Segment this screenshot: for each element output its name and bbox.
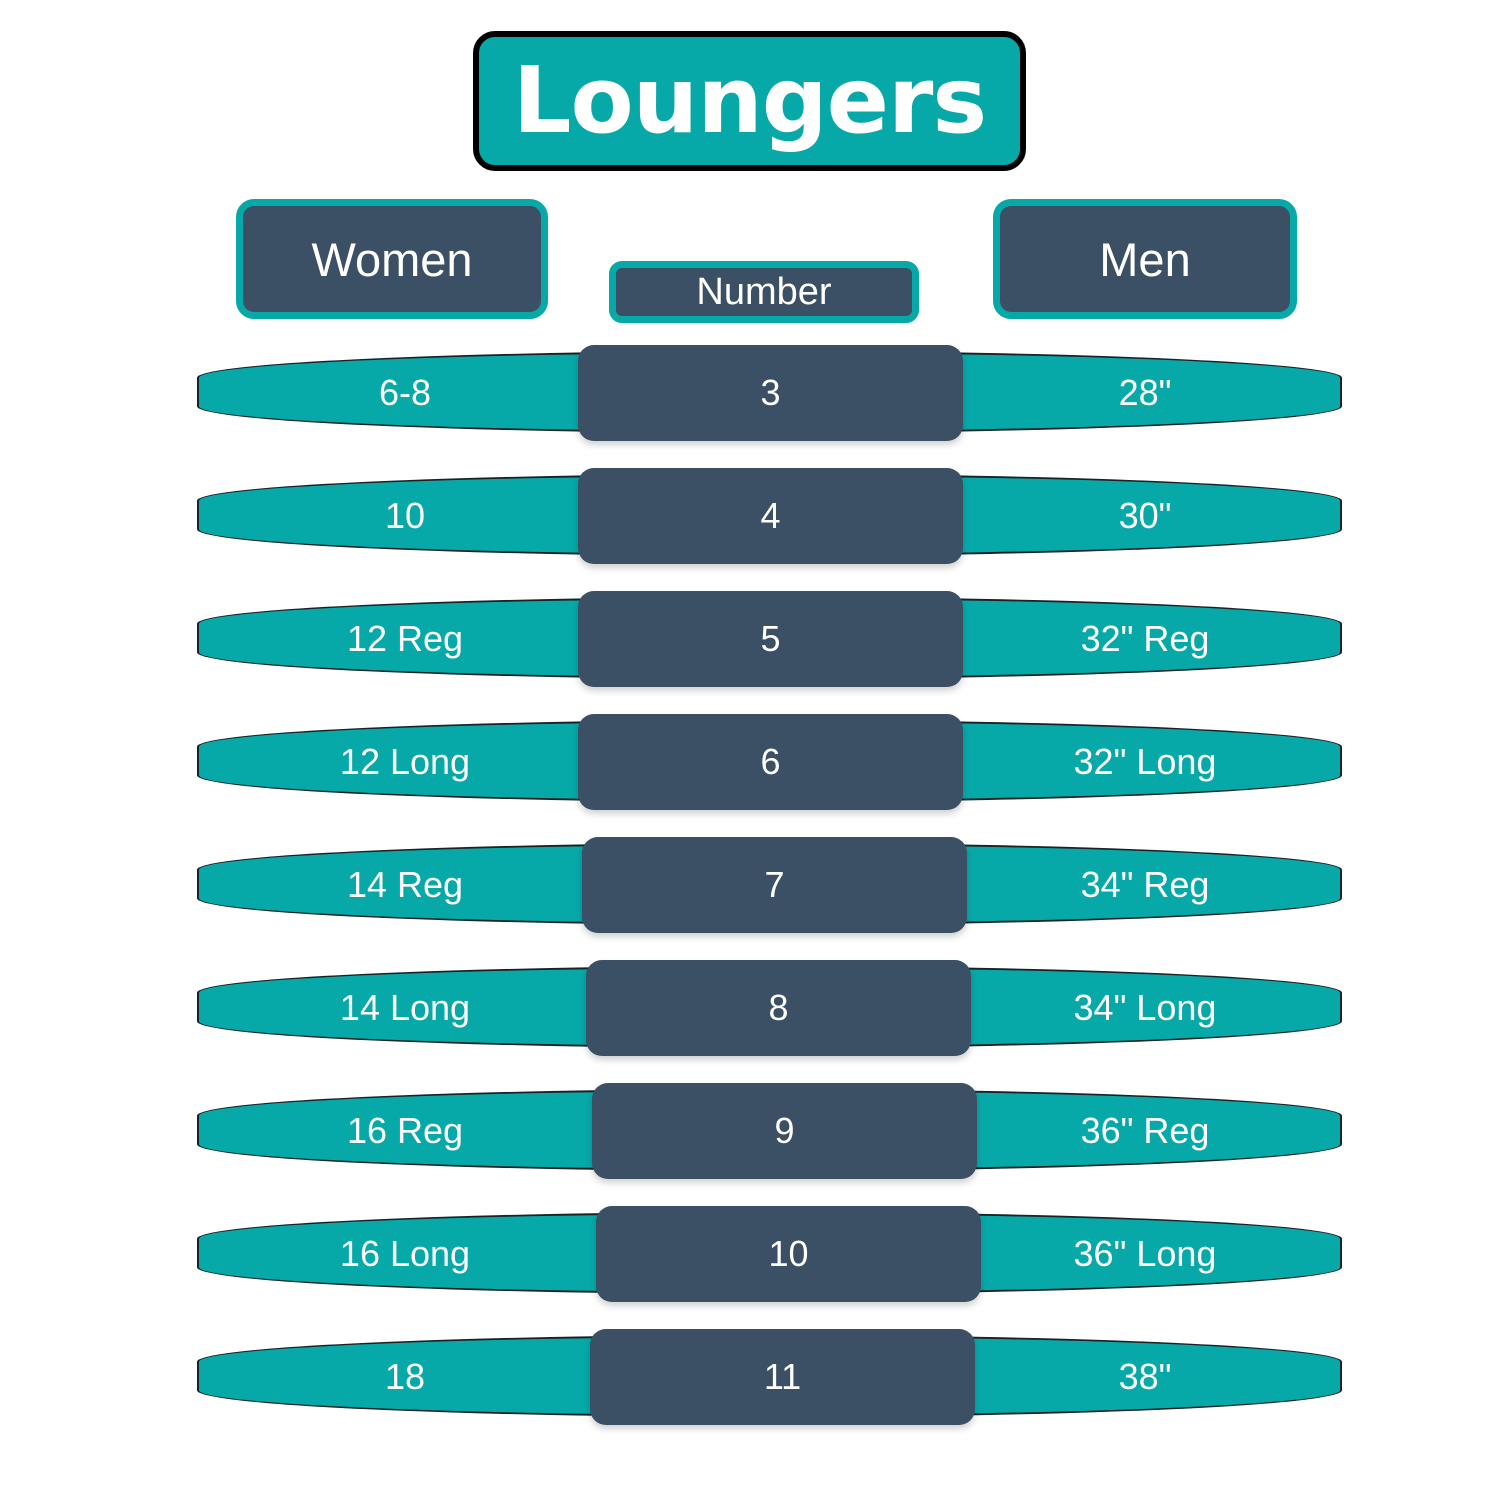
cell-number-box: 3 [578, 345, 963, 441]
table-row: 14 Reg 34" Reg 7 [0, 837, 1500, 933]
cell-women: 14 Long [339, 987, 471, 1028]
cell-number: 5 [760, 618, 781, 659]
page-title: Loungers [512, 47, 987, 154]
column-header-men: Men [993, 199, 1297, 319]
cell-number-box: 7 [582, 837, 967, 933]
cell-women: 16 Long [339, 1233, 471, 1274]
cell-number: 9 [774, 1110, 795, 1151]
cell-number-box: 5 [578, 591, 963, 687]
cell-number-box: 9 [592, 1083, 977, 1179]
cell-number: 11 [763, 1356, 802, 1397]
cell-men: 28" [1118, 372, 1172, 413]
table-row: 18 38" 11 [0, 1329, 1500, 1425]
cell-number: 3 [760, 372, 781, 413]
cell-men: 36" Long [1073, 1233, 1217, 1274]
table-row: 6-8 28" 3 [0, 345, 1500, 441]
table-row: 16 Long 36" Long 10 [0, 1206, 1500, 1302]
cell-number: 10 [768, 1233, 809, 1274]
table-row: 10 30" 4 [0, 468, 1500, 564]
cell-men: 38" [1118, 1356, 1172, 1397]
chart-title-box: Loungers [473, 31, 1026, 171]
cell-number: 4 [760, 495, 781, 536]
cell-women: 6-8 [378, 372, 432, 413]
cell-women: 10 [384, 495, 426, 536]
table-row: 14 Long 34" Long 8 [0, 960, 1500, 1056]
cell-women: 18 [384, 1356, 426, 1397]
cell-women: 16 Reg [346, 1110, 464, 1151]
cell-women: 12 Reg [346, 618, 464, 659]
cell-women: 12 Long [339, 741, 471, 782]
cell-number-box: 11 [590, 1329, 975, 1425]
table-row: 16 Reg 36" Reg 9 [0, 1083, 1500, 1179]
cell-number-box: 6 [578, 714, 963, 810]
column-header-number: Number [609, 261, 919, 323]
column-header-women-label: Women [311, 232, 473, 286]
table-row: 12 Long 32" Long 6 [0, 714, 1500, 810]
cell-women: 14 Reg [346, 864, 464, 905]
cell-men: 34" Reg [1080, 864, 1210, 905]
column-header-men-label: Men [1099, 232, 1191, 286]
column-header-women: Women [236, 199, 548, 319]
cell-number: 6 [760, 741, 781, 782]
cell-number-box: 4 [578, 468, 963, 564]
cell-number: 7 [764, 864, 785, 905]
cell-men: 34" Long [1073, 987, 1217, 1028]
cell-men: 32" Reg [1080, 618, 1210, 659]
cell-number-box: 10 [596, 1206, 981, 1302]
cell-men: 36" Reg [1080, 1110, 1210, 1151]
cell-men: 32" Long [1073, 741, 1217, 782]
table-row: 12 Reg 32" Reg 5 [0, 591, 1500, 687]
cell-number-box: 8 [586, 960, 971, 1056]
cell-number: 8 [768, 987, 789, 1028]
column-header-number-label: Number [696, 271, 832, 313]
cell-men: 30" [1118, 495, 1172, 536]
